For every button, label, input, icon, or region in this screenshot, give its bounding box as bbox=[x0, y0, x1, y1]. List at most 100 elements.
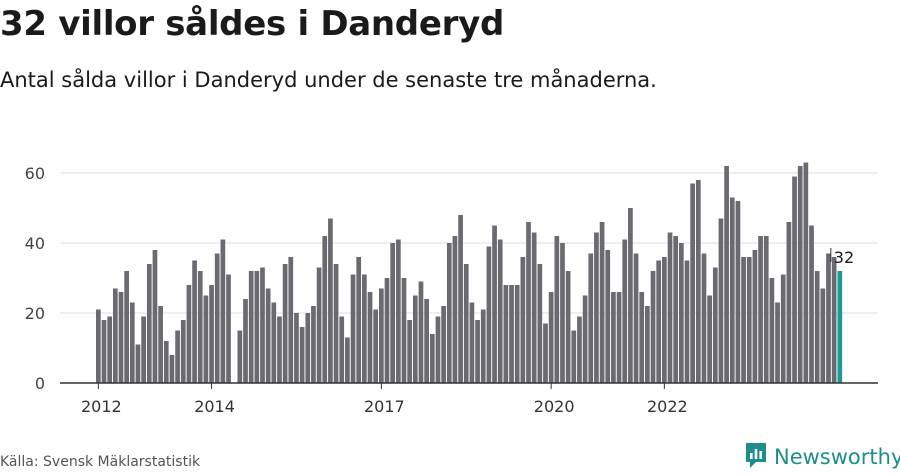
bar-highlight bbox=[837, 271, 843, 383]
bar bbox=[101, 320, 107, 383]
bar bbox=[452, 236, 458, 383]
bar bbox=[401, 278, 407, 383]
bar bbox=[741, 257, 746, 383]
bar bbox=[469, 302, 475, 383]
bar bbox=[367, 292, 373, 383]
bar bbox=[322, 236, 328, 383]
bar bbox=[797, 166, 803, 383]
bar bbox=[486, 246, 492, 383]
bar bbox=[265, 288, 271, 383]
bar bbox=[780, 274, 786, 383]
bar bbox=[350, 274, 356, 383]
bar bbox=[509, 285, 514, 383]
page-subtitle: Antal sålda villor i Danderyd under de s… bbox=[0, 68, 657, 92]
bar bbox=[254, 271, 260, 383]
bar bbox=[118, 292, 124, 383]
bar bbox=[645, 306, 650, 383]
x-tick-label: 2020 bbox=[534, 397, 575, 416]
bar bbox=[599, 222, 605, 383]
bar bbox=[718, 218, 724, 383]
bar bbox=[763, 236, 769, 383]
bar bbox=[135, 344, 141, 383]
bar bbox=[186, 285, 192, 383]
y-tick-label: 60 bbox=[25, 164, 45, 183]
bar bbox=[441, 306, 446, 383]
bar bbox=[650, 271, 656, 383]
bar bbox=[746, 257, 752, 383]
bar bbox=[395, 239, 401, 383]
bar bbox=[407, 320, 412, 383]
bar bbox=[678, 243, 684, 383]
x-tick-label: 2017 bbox=[364, 397, 405, 416]
bar bbox=[503, 285, 509, 383]
bar bbox=[175, 330, 180, 383]
bar bbox=[820, 288, 826, 383]
bar bbox=[243, 299, 248, 383]
bar bbox=[458, 215, 463, 383]
bar bbox=[152, 250, 158, 383]
brand[interactable]: Newsworthy bbox=[744, 441, 900, 473]
bar bbox=[814, 271, 820, 383]
bar bbox=[299, 327, 305, 383]
bar bbox=[124, 271, 129, 383]
bar bbox=[758, 236, 763, 383]
bar bbox=[707, 295, 712, 383]
bar bbox=[537, 264, 543, 383]
bar bbox=[616, 292, 622, 383]
bar bbox=[316, 267, 322, 383]
y-tick-label: 40 bbox=[25, 234, 45, 253]
x-tick-label: 2012 bbox=[81, 397, 122, 416]
bar bbox=[775, 302, 780, 383]
bar bbox=[769, 278, 775, 383]
bar bbox=[480, 309, 486, 383]
bar bbox=[526, 222, 531, 383]
bar bbox=[560, 243, 565, 383]
bar bbox=[282, 264, 288, 383]
bar bbox=[786, 222, 792, 383]
bar bbox=[792, 176, 797, 383]
bar bbox=[497, 239, 503, 383]
bar bbox=[339, 316, 345, 383]
x-tick-label: 2014 bbox=[194, 397, 235, 416]
bar bbox=[571, 330, 577, 383]
bar bbox=[475, 320, 480, 383]
bar bbox=[158, 306, 163, 383]
bar bbox=[214, 253, 220, 383]
bar bbox=[577, 316, 582, 383]
bar bbox=[673, 236, 679, 383]
bar bbox=[656, 260, 662, 383]
bar bbox=[582, 295, 588, 383]
bar bbox=[695, 180, 701, 383]
bar bbox=[588, 253, 594, 383]
page-title: 32 villor såldes i Danderyd bbox=[0, 4, 504, 44]
bar bbox=[543, 323, 548, 383]
bar bbox=[611, 292, 616, 383]
bar bbox=[294, 313, 299, 383]
bar bbox=[429, 334, 435, 383]
bar bbox=[209, 285, 214, 383]
bar bbox=[277, 316, 282, 383]
bar bbox=[667, 232, 673, 383]
bar bbox=[203, 295, 209, 383]
bar bbox=[390, 243, 396, 383]
bar bbox=[463, 264, 469, 383]
bar bbox=[662, 257, 667, 383]
bar bbox=[271, 302, 277, 383]
bar bbox=[220, 239, 226, 383]
bar bbox=[197, 271, 203, 383]
bar bbox=[169, 355, 175, 383]
bar bbox=[446, 243, 452, 383]
bar bbox=[548, 292, 554, 383]
bar bbox=[226, 274, 231, 383]
bar bbox=[729, 197, 735, 383]
bar bbox=[356, 257, 362, 383]
bar bbox=[554, 236, 560, 383]
bar bbox=[520, 257, 526, 383]
bar bbox=[129, 302, 135, 383]
bar bbox=[684, 260, 690, 383]
bar bbox=[622, 239, 628, 383]
bar bbox=[412, 295, 418, 383]
bar bbox=[192, 260, 197, 383]
